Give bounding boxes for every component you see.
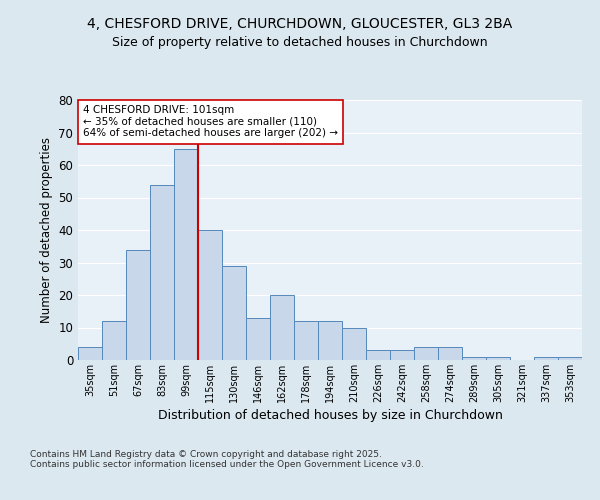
Text: Size of property relative to detached houses in Churchdown: Size of property relative to detached ho…: [112, 36, 488, 49]
Bar: [534, 357, 558, 360]
Bar: [126, 250, 150, 360]
Bar: [174, 149, 198, 360]
Bar: [222, 266, 246, 360]
Bar: [246, 318, 270, 360]
X-axis label: Distribution of detached houses by size in Churchdown: Distribution of detached houses by size …: [158, 409, 502, 422]
Bar: [462, 357, 486, 360]
Bar: [294, 321, 318, 360]
Bar: [486, 357, 510, 360]
Bar: [414, 347, 438, 360]
Bar: [270, 295, 294, 360]
Bar: [78, 347, 102, 360]
Bar: [390, 350, 414, 360]
Bar: [366, 350, 390, 360]
Bar: [150, 184, 174, 360]
Bar: [198, 230, 222, 360]
Bar: [342, 328, 366, 360]
Bar: [102, 321, 126, 360]
Bar: [558, 357, 582, 360]
Bar: [438, 347, 462, 360]
Y-axis label: Number of detached properties: Number of detached properties: [40, 137, 53, 323]
Text: Contains HM Land Registry data © Crown copyright and database right 2025.
Contai: Contains HM Land Registry data © Crown c…: [30, 450, 424, 469]
Bar: [318, 321, 342, 360]
Text: 4, CHESFORD DRIVE, CHURCHDOWN, GLOUCESTER, GL3 2BA: 4, CHESFORD DRIVE, CHURCHDOWN, GLOUCESTE…: [88, 18, 512, 32]
Text: 4 CHESFORD DRIVE: 101sqm
← 35% of detached houses are smaller (110)
64% of semi-: 4 CHESFORD DRIVE: 101sqm ← 35% of detach…: [83, 105, 338, 138]
